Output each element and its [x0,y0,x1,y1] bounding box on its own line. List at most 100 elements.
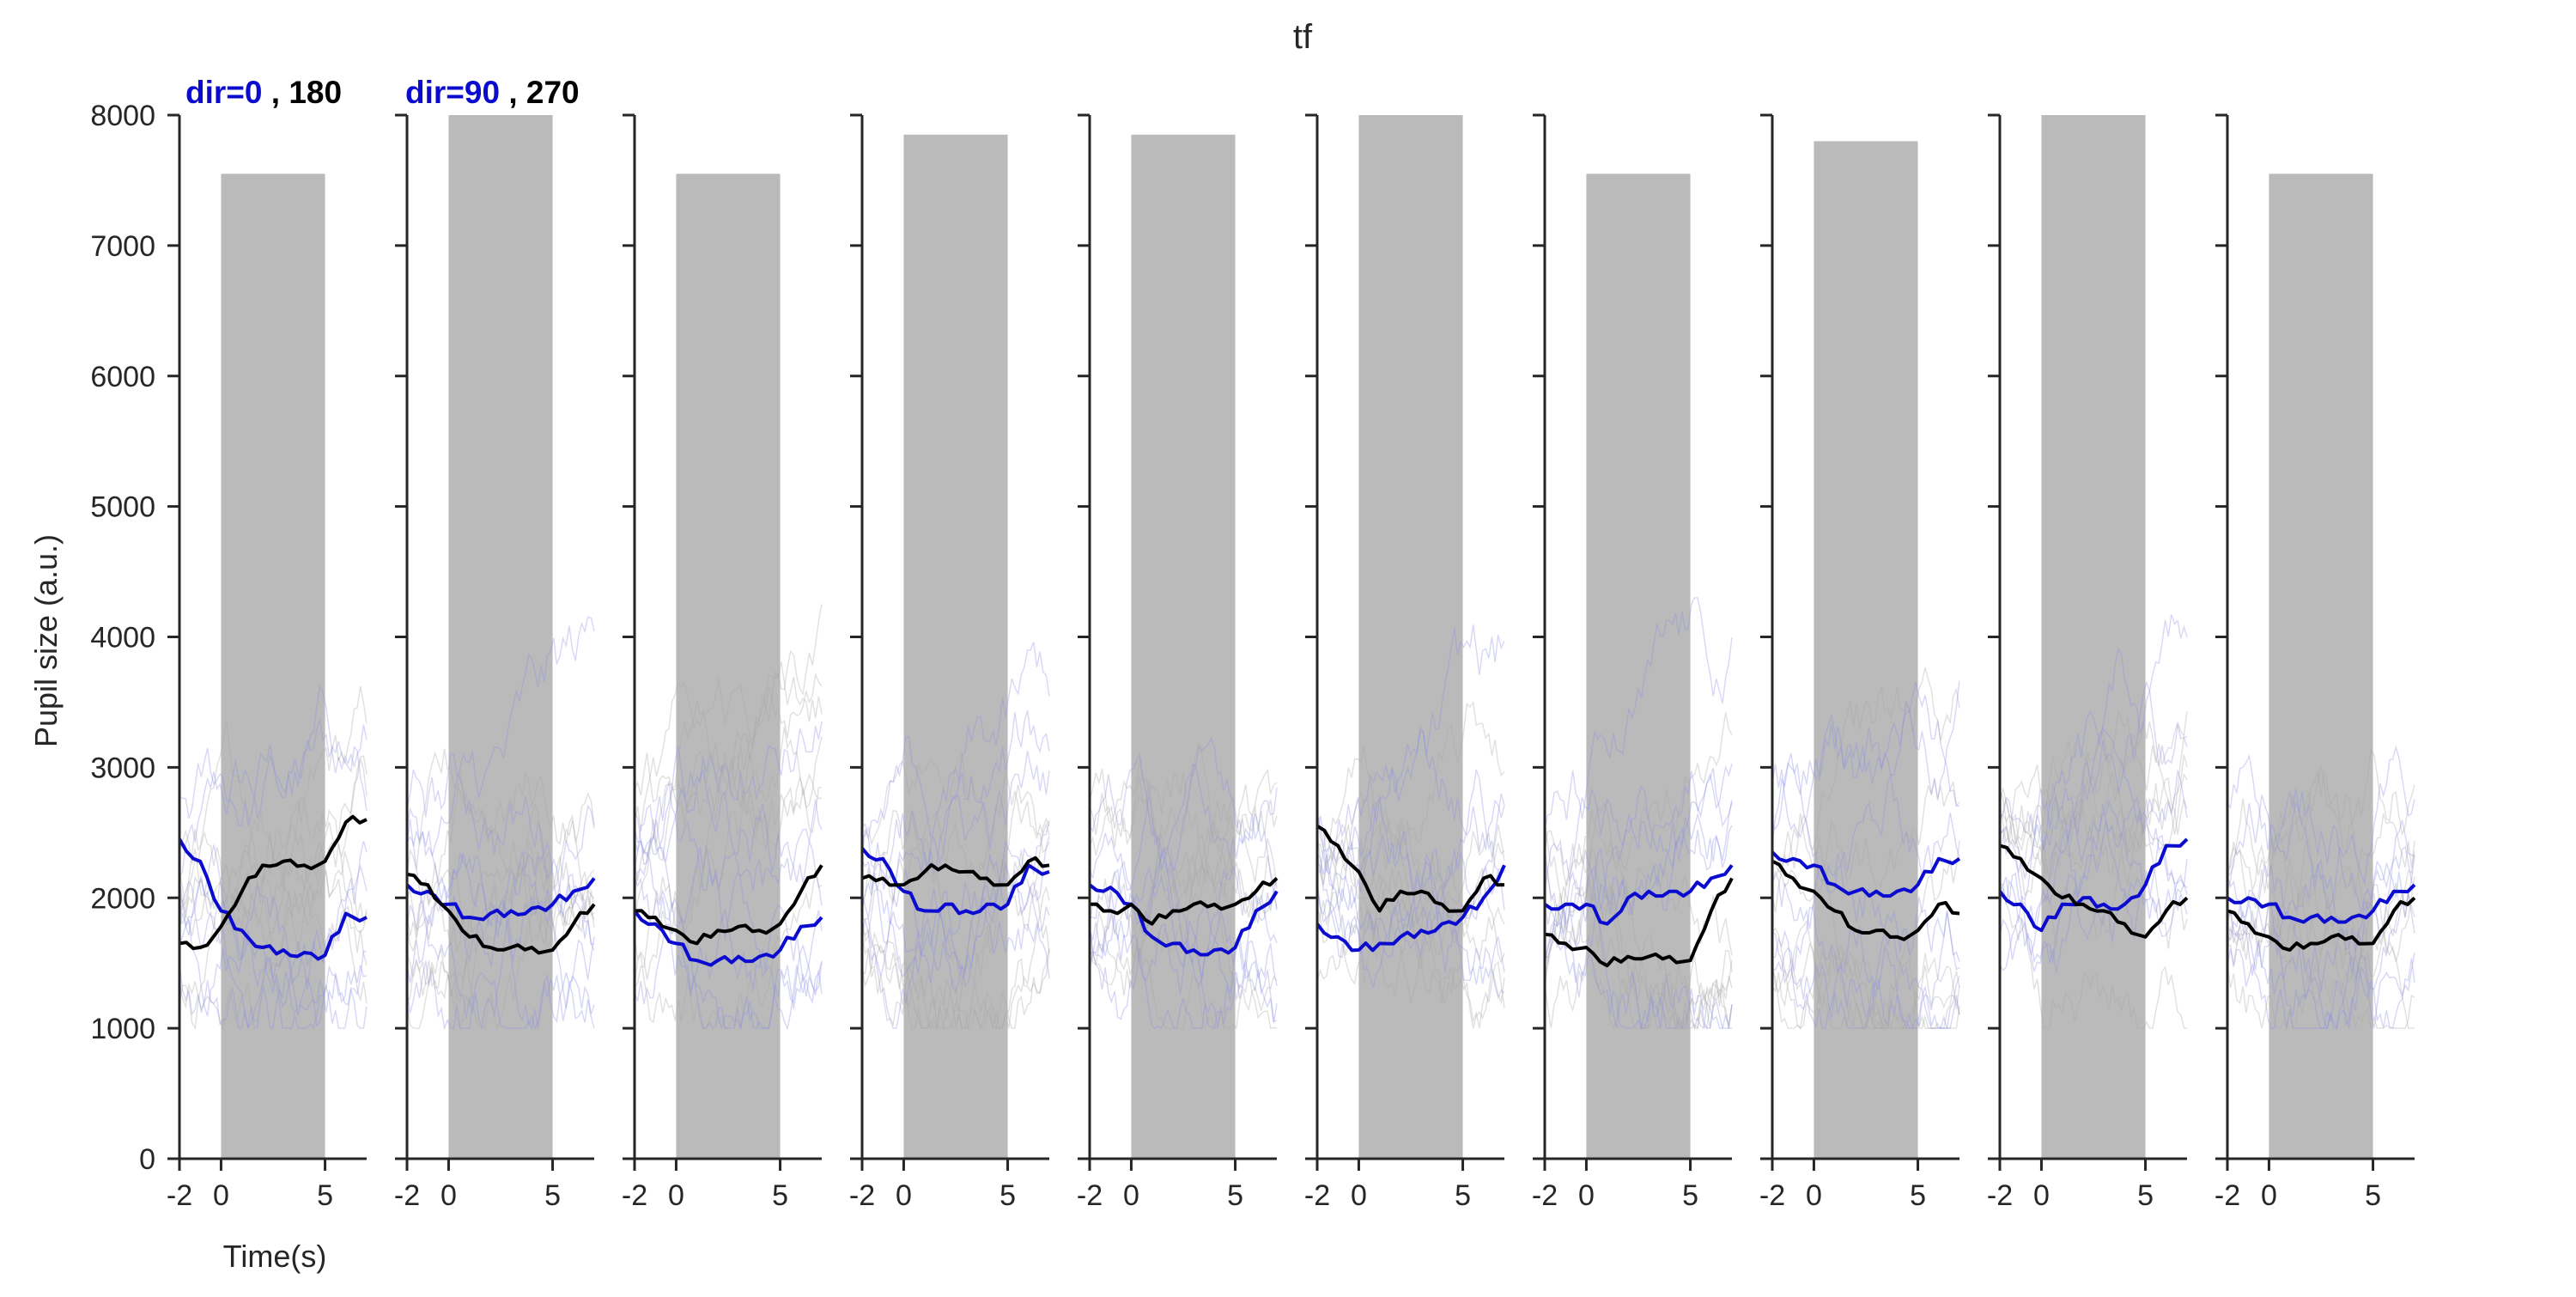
series-dir-b-line [1315,824,1505,913]
series-dir-b-line [1771,859,1960,941]
subplot-6: -2 0 5 [1304,113,1506,1212]
trial-trace [1089,794,1278,1029]
x-tick-label: 5 [1227,1179,1243,1212]
y-tick-label: 2000 [90,882,155,915]
trial-trace [1999,770,2188,972]
trial-trace [1999,770,2188,855]
series-dir-a-line [178,837,368,961]
trial-trace [1771,752,1960,882]
trial-trace [1999,813,2188,949]
trial-trace [1316,624,1505,891]
trial-trace [1089,876,1278,1024]
y-tick-label: 7000 [90,230,155,263]
x-tick-label: 0 [1351,1179,1367,1212]
y-tick-label: 3000 [90,752,155,784]
trial-trace [179,755,368,1031]
trial-trace [1771,946,1960,1031]
trial-trace [406,936,595,1031]
trial-trace [179,721,368,966]
trial-trace [179,957,368,1030]
trial-trace [2227,837,2415,977]
subplot-5: -2 0 5 [1077,113,1279,1212]
trial-trace [406,771,595,953]
chart-title: tf [1293,18,1313,56]
trial-trace [1089,853,1278,961]
trial-trace [1089,758,1278,923]
trial-trace [179,718,368,879]
trial-trace [1999,709,2188,898]
trial-trace [1089,735,1278,892]
trial-trace [1771,840,1960,1029]
trial-trace [406,819,595,1014]
trial-trace [1316,811,1505,1029]
trial-trace [634,781,823,1031]
trial-trace [1999,787,2188,940]
series-dir-a-line [1315,864,1506,953]
stimulus-window [903,134,1008,1159]
trial-trace [2227,948,2415,1029]
trial-trace [1771,929,1960,1029]
x-tick-label: 5 [1910,1179,1926,1212]
trial-trace [634,681,823,849]
trial-trace [861,784,1050,986]
x-tick-label: -2 [1304,1179,1330,1212]
trial-trace [1771,667,1960,913]
series-dir-a-line [1088,883,1279,957]
trial-trace [406,875,595,1031]
trial-trace [1089,936,1278,1030]
x-tick-label: -2 [1987,1179,2013,1212]
y-tick-label: 1000 [90,1013,155,1045]
trial-trace [634,672,823,882]
trial-trace [1999,680,2188,927]
y-tick-label: 0 [139,1143,155,1176]
subplot-8: -2 0 5 [1759,113,1961,1212]
trial-trace [1772,813,1960,1029]
trial-trace [1544,950,1733,1031]
x-tick-label: 0 [440,1179,457,1212]
trial-trace [406,616,595,856]
x-tick-label: -2 [1077,1179,1103,1212]
trial-trace [1999,821,2188,957]
stimulus-window [448,115,553,1159]
x-tick-label: -2 [2215,1179,2240,1212]
trial-trace [406,804,595,1029]
trial-trace [179,685,368,907]
trial-trace [1089,740,1278,879]
trial-trace [179,851,368,970]
trial-trace [406,862,595,948]
trial-trace [2227,747,2415,891]
stimulus-window [2041,115,2146,1159]
trial-trace [1771,919,1960,1029]
trial-trace [861,709,1050,919]
x-tick-label: 0 [1806,1179,1822,1212]
trial-trace [2227,813,2415,965]
x-tick-label: 0 [896,1179,912,1212]
trial-trace [1544,810,1733,964]
trial-trace [1089,814,1278,996]
trial-trace [634,923,823,1031]
trial-trace [1316,824,1505,965]
trial-trace [1999,876,2188,973]
trial-trace [861,817,1050,1020]
series-dir-b-line [1089,877,1279,926]
y-tick-label: 6000 [90,361,155,393]
subplot-2: -2 0 5 [394,113,596,1212]
x-tick-label: 0 [2261,1179,2277,1212]
trial-trace [1999,711,2188,852]
trial-trace [634,746,823,906]
trial-trace [1089,898,1278,1022]
trial-trace [1089,796,1278,966]
trial-trace [1999,614,2188,880]
trial-trace [1544,767,1733,927]
x-tick-label: 0 [213,1179,229,1212]
series-dir-b-line [861,856,1050,887]
trial-trace [861,897,1050,979]
trial-trace [179,829,368,946]
trial-trace [861,863,1050,1029]
legend-dir90-label: dir=90 [405,75,500,110]
series-dir-b-line [179,814,368,951]
trial-trace [634,661,823,989]
trial-trace [861,772,1050,943]
